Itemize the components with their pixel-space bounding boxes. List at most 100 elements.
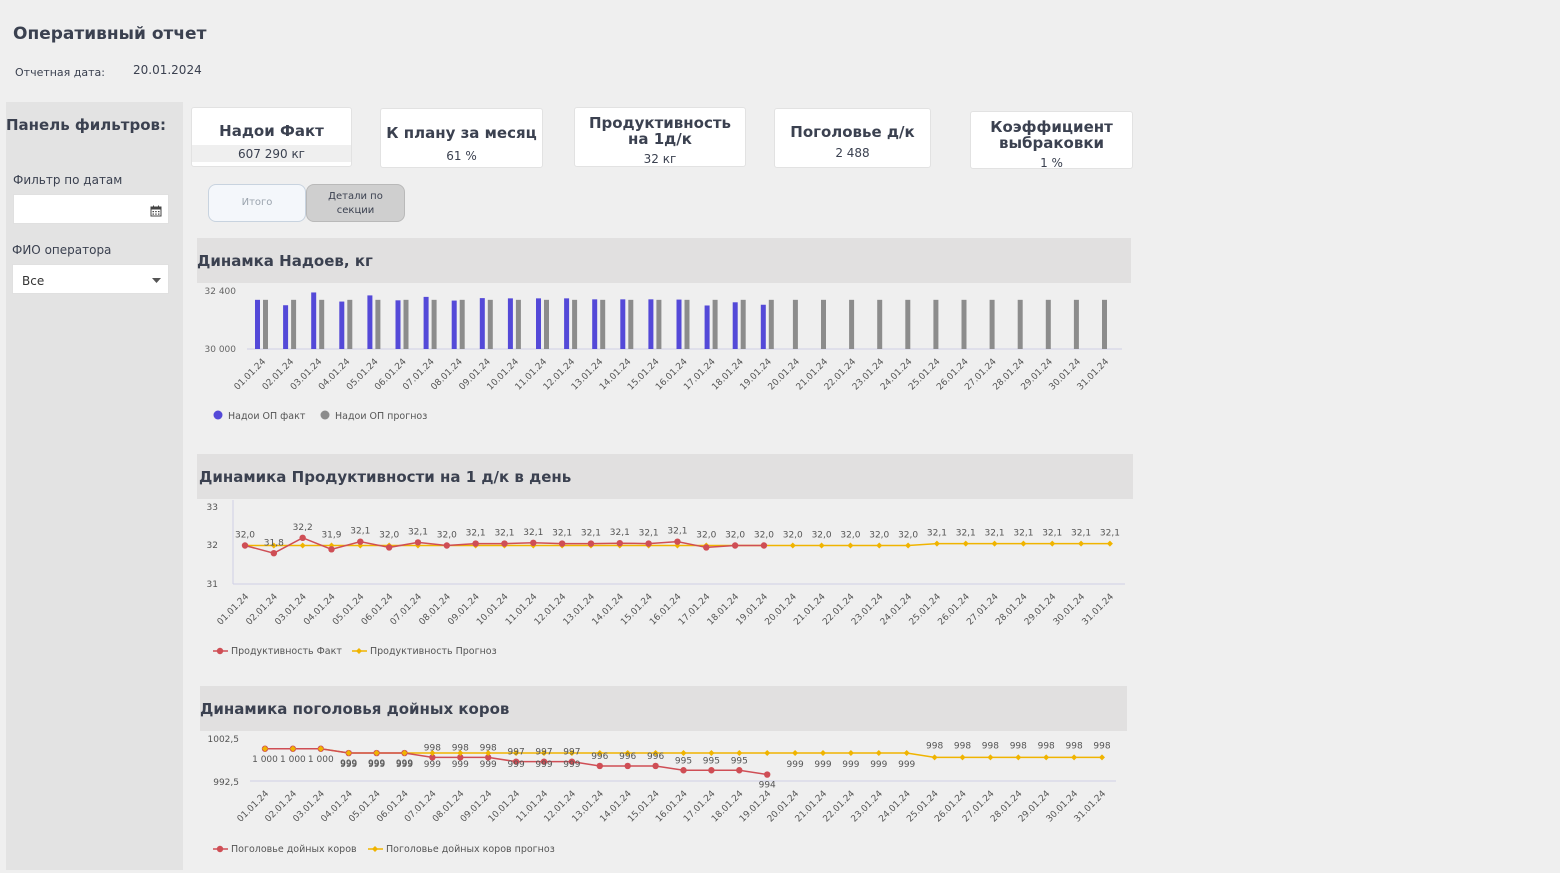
fact-point [703, 544, 710, 551]
calendar-icon[interactable] [150, 205, 162, 217]
forecast-point [429, 750, 436, 757]
kpi-value: 607 290 кг [192, 145, 351, 162]
forecast-point [933, 540, 940, 547]
forecast-point [847, 750, 854, 757]
bar-forecast [849, 299, 855, 349]
forecast-point [962, 540, 969, 547]
forecast-point [624, 750, 631, 757]
productivity-chart-title: Динамика Продуктивности на 1 д/к в день [199, 468, 572, 486]
forecast-point [596, 750, 603, 757]
fact-point [764, 771, 771, 778]
bar-fact [676, 299, 682, 349]
bar-fact [311, 292, 317, 349]
data-label-fact: 1 000 [280, 755, 306, 765]
data-label: 32,0 [898, 531, 918, 541]
data-label: 32,0 [812, 531, 832, 541]
forecast-point [1049, 540, 1056, 547]
data-label: 32,1 [350, 527, 370, 537]
bar-forecast [1045, 299, 1051, 349]
legend-label-fact: Надои ОП факт [228, 411, 306, 422]
bar-forecast [263, 299, 268, 349]
tab-total[interactable]: Итого [208, 184, 306, 222]
data-label-fact: 1 000 [308, 755, 334, 765]
bar-fact [760, 304, 766, 349]
bar-fact [648, 299, 654, 349]
bar-forecast [375, 299, 381, 349]
fact-point [540, 758, 548, 765]
legend-marker-fact [216, 845, 224, 853]
fact-point [645, 540, 652, 547]
data-label: 32,1 [1042, 529, 1062, 539]
bar-forecast [684, 299, 690, 349]
bar-fact [451, 300, 457, 349]
y-tick-label: 33 [207, 503, 218, 513]
data-label-forecast: 998 [1010, 741, 1027, 751]
data-label: 32,1 [1071, 529, 1091, 539]
operator-select[interactable]: Все [12, 264, 169, 294]
data-label: 32,1 [985, 529, 1005, 539]
forecast-point [541, 750, 547, 757]
y-tick-label: 31 [207, 580, 218, 590]
bar-fact [507, 298, 513, 349]
data-label: 32,0 [840, 531, 860, 541]
bar-forecast [961, 299, 967, 349]
data-label-forecast: 999 [396, 760, 413, 770]
forecast-point [270, 542, 277, 549]
legend-label-forecast: Продуктивность Прогноз [370, 646, 497, 657]
forecast-point [652, 750, 659, 757]
date-filter-label: Фильтр по датам [13, 173, 123, 187]
data-label: 32,1 [956, 529, 976, 539]
bar-fact [536, 298, 541, 349]
kpi-card-yield: Надои Факт 607 290 кг [191, 107, 352, 167]
kpi-title: Коэффициент выбраковки [990, 118, 1113, 152]
data-label-fact: 997 [563, 748, 580, 758]
data-label: 32,0 [235, 531, 255, 541]
data-label-fact: 996 [647, 752, 664, 762]
data-label: 32,1 [1013, 529, 1033, 539]
y-tick-label: 32 [207, 541, 218, 551]
fact-point [708, 767, 715, 774]
fact-point [624, 762, 631, 770]
bar-forecast [1073, 299, 1079, 349]
date-filter-input[interactable] [13, 194, 169, 224]
data-label-fact: 996 [591, 752, 608, 762]
fact-point [472, 540, 479, 547]
bar-forecast [347, 299, 353, 349]
forecast-point [373, 750, 380, 757]
data-label-forecast: 999 [842, 760, 859, 770]
forecast-point [876, 542, 883, 549]
forecast-point [903, 750, 910, 757]
data-label: 32,0 [379, 531, 399, 541]
forecast-point [847, 542, 854, 549]
kpi-title: Поголовье д/к [790, 123, 915, 141]
forecast-point [568, 750, 575, 757]
data-label: 32,0 [437, 531, 457, 541]
data-label: 32,0 [754, 531, 774, 541]
data-label-forecast: 999 [535, 760, 552, 770]
data-label: 31,8 [264, 539, 284, 549]
bar-fact [339, 301, 345, 349]
legend-label-fact: Поголовье дойных коров [231, 844, 357, 855]
legend-label-forecast: Надои ОП прогноз [335, 411, 427, 422]
tab-section-details[interactable]: Детали по секции [306, 184, 405, 222]
forecast-point [708, 750, 715, 757]
kpi-value: 1 % [1040, 156, 1063, 170]
bar-fact [732, 302, 738, 349]
forecast-point [987, 754, 994, 761]
fact-point [530, 539, 537, 547]
data-label: 32,0 [696, 531, 716, 541]
forecast-point [1015, 754, 1022, 761]
forecast-point [317, 745, 324, 752]
bar-forecast [989, 299, 995, 349]
data-label: 32,1 [639, 529, 659, 539]
kpi-card-herd: Поголовье д/к 2 488 [774, 108, 931, 168]
bar-forecast [933, 299, 939, 349]
forecast-point [792, 750, 799, 757]
data-label-forecast: 998 [1038, 741, 1055, 751]
herd-chart-title: Динамика поголовья дойных коров [200, 700, 510, 718]
forecast-point [820, 750, 826, 757]
bar-forecast [712, 299, 718, 349]
fact-point [357, 538, 364, 545]
data-label: 32,0 [725, 531, 745, 541]
